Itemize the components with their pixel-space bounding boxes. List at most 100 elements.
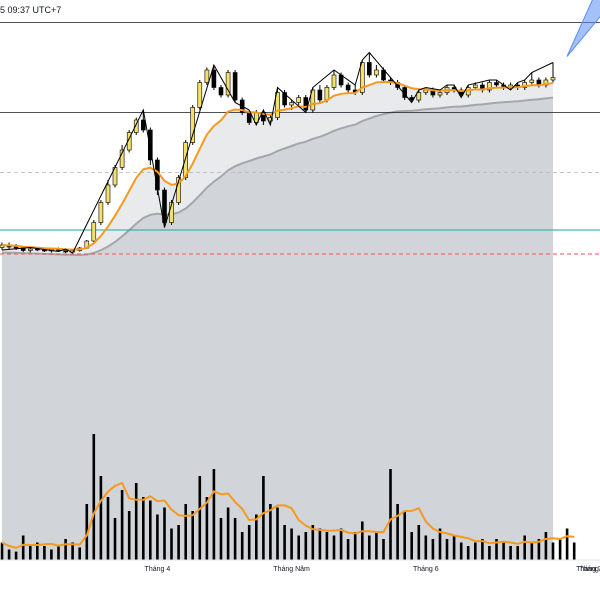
candle-body xyxy=(345,84,351,91)
candle-body xyxy=(211,69,217,88)
volume-bar xyxy=(127,511,131,560)
volume-bar xyxy=(431,539,435,560)
candle-body xyxy=(218,87,224,96)
volume-bar xyxy=(240,532,244,560)
volume-bar xyxy=(85,504,89,560)
x-tick-label: Tháng 7 xyxy=(576,566,600,573)
volume-bar xyxy=(64,539,67,560)
candle-body xyxy=(296,97,302,103)
volume-bar xyxy=(452,535,456,560)
candle-body xyxy=(494,82,499,86)
volume-bar xyxy=(523,535,526,560)
ema-line xyxy=(1,80,554,251)
volume-bar xyxy=(57,544,60,560)
volume-bar xyxy=(71,542,74,560)
volume-bar xyxy=(318,528,322,560)
x-tick-label: Tháng Năm xyxy=(273,566,310,573)
candle-body xyxy=(331,74,337,88)
volume-bar xyxy=(99,476,103,560)
volume-bar xyxy=(255,514,258,560)
volume-bar xyxy=(191,511,194,560)
candle-body xyxy=(275,92,280,118)
volume-bar xyxy=(502,542,505,560)
volume-bar xyxy=(311,525,315,560)
volume-bar xyxy=(530,542,534,560)
volume-bar xyxy=(290,528,293,560)
volume-bar xyxy=(149,500,152,560)
volume-bar xyxy=(565,528,569,560)
candle-body xyxy=(183,142,188,178)
volume-bar xyxy=(424,535,428,560)
candle-body xyxy=(190,107,195,143)
volume-bar xyxy=(403,511,406,560)
volume-bar xyxy=(417,525,421,560)
candle-body xyxy=(472,84,478,88)
volume-bar xyxy=(481,539,484,560)
volume-bar xyxy=(276,507,279,560)
area-fill xyxy=(2,97,553,560)
candle-body xyxy=(204,69,210,83)
volume-bar xyxy=(466,546,470,560)
candle-body xyxy=(324,87,330,101)
volume-bar xyxy=(283,525,286,560)
candle-body xyxy=(105,184,111,203)
candle-body xyxy=(366,62,372,76)
volume-bar xyxy=(163,507,166,560)
volume-bar xyxy=(226,507,230,560)
candle-body xyxy=(225,72,231,96)
x-tick-label: Tháng 4 xyxy=(145,566,171,573)
candle-body xyxy=(261,112,266,122)
candle-body xyxy=(310,89,316,111)
volume-bar xyxy=(170,528,173,560)
volume-bar xyxy=(474,542,477,560)
volume-bar xyxy=(205,497,209,560)
volume-bar xyxy=(438,528,442,560)
volume-bar xyxy=(572,542,576,560)
projection-wedge xyxy=(566,0,600,57)
volume-bar xyxy=(14,551,18,560)
volume-bar xyxy=(304,532,308,560)
volume-bar xyxy=(156,514,159,560)
volume-bar xyxy=(142,497,145,560)
candle-body xyxy=(63,250,68,253)
volume-bar xyxy=(134,483,138,560)
volume-bar xyxy=(297,535,300,560)
volume-bar xyxy=(361,521,364,560)
candle-body xyxy=(162,189,167,223)
volume-bar xyxy=(396,504,399,560)
candle-body xyxy=(141,119,146,131)
volume-bar xyxy=(509,546,512,560)
volume-bar xyxy=(262,476,265,560)
candle-body xyxy=(268,117,273,122)
candle-body xyxy=(282,92,287,106)
volume-bar xyxy=(36,542,39,560)
candle-body xyxy=(119,149,125,168)
candle-body xyxy=(91,222,97,242)
candle-body xyxy=(359,62,365,93)
area-layer xyxy=(1,82,554,560)
candle-body xyxy=(487,82,492,91)
volume-bar xyxy=(332,535,336,560)
candle-body xyxy=(126,132,132,151)
volume-bar xyxy=(78,547,81,560)
volume-bar xyxy=(269,504,272,560)
volume-bar xyxy=(459,542,463,560)
indicator-lines xyxy=(1,0,600,254)
volume-bar xyxy=(113,518,117,560)
volume-bar xyxy=(410,532,413,560)
volume-bar xyxy=(516,546,519,560)
band-fill xyxy=(2,82,553,255)
volume-bar xyxy=(43,546,46,560)
candle-body xyxy=(289,102,294,106)
volume-bar xyxy=(21,535,25,560)
volume-ma-line xyxy=(1,481,575,549)
volume-bar xyxy=(198,476,202,560)
volume-bar xyxy=(537,539,541,560)
zigzag-line xyxy=(1,51,554,254)
volume-layer xyxy=(0,434,576,560)
volume-bar xyxy=(488,546,491,560)
volume-bar xyxy=(212,469,216,560)
candle-body xyxy=(437,92,443,96)
